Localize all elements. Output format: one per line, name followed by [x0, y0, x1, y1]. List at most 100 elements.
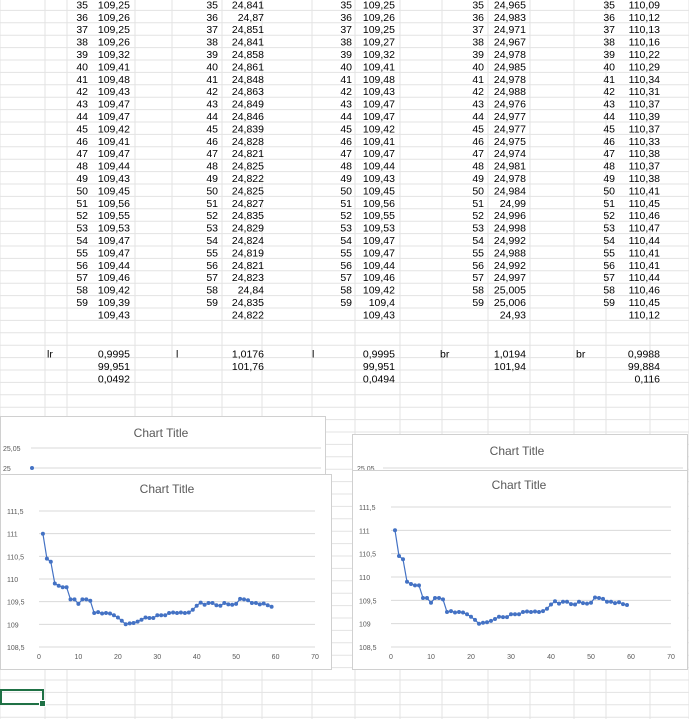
value-cell[interactable]: 109,41 [363, 136, 395, 148]
row-index-cell[interactable]: 38 [603, 37, 615, 49]
row-index-cell[interactable]: 37 [603, 24, 615, 36]
value-cell[interactable]: 25,005 [494, 285, 526, 297]
row-index-cell[interactable]: 43 [340, 99, 352, 111]
chart-title[interactable]: Chart Title [490, 444, 545, 458]
row-index-cell[interactable]: 54 [340, 235, 352, 247]
value-cell[interactable]: 109,47 [98, 111, 130, 123]
value-cell[interactable]: 109,42 [98, 123, 130, 135]
row-index-cell[interactable]: 38 [340, 37, 352, 49]
stat-cell[interactable]: 0,116 [635, 373, 661, 385]
row-index-cell[interactable]: 35 [603, 0, 615, 11]
row-index-cell[interactable]: 48 [76, 161, 88, 173]
value-cell[interactable]: 109,47 [98, 148, 130, 160]
row-index-cell[interactable]: 40 [206, 61, 218, 73]
average-cell[interactable]: 24,822 [232, 309, 264, 321]
average-cell[interactable]: 109,43 [363, 309, 395, 321]
row-index-cell[interactable]: 53 [603, 223, 615, 235]
row-index-cell[interactable]: 41 [603, 74, 615, 86]
value-cell[interactable]: 109,56 [363, 198, 395, 210]
row-index-cell[interactable]: 40 [340, 61, 352, 73]
value-cell[interactable]: 109,56 [98, 198, 130, 210]
row-index-cell[interactable]: 59 [603, 297, 615, 309]
chart-back-left[interactable]: Chart Title 25,05 25 [0, 416, 326, 476]
value-cell[interactable]: 110,37 [629, 161, 660, 173]
value-cell[interactable]: 24,851 [232, 24, 264, 36]
row-index-cell[interactable]: 54 [206, 235, 218, 247]
value-cell[interactable]: 24,822 [232, 173, 264, 185]
row-index-cell[interactable]: 52 [603, 210, 615, 222]
row-index-cell[interactable]: 39 [472, 49, 484, 61]
value-cell[interactable]: 24,863 [232, 86, 264, 98]
row-index-cell[interactable]: 59 [472, 297, 484, 309]
row-index-cell[interactable]: 47 [206, 148, 218, 160]
value-cell[interactable]: 109,43 [363, 173, 395, 185]
average-cell[interactable]: 24,93 [500, 309, 526, 321]
row-index-cell[interactable]: 41 [340, 74, 352, 86]
label-cell[interactable]: br [576, 349, 586, 361]
value-cell[interactable]: 24,841 [232, 37, 264, 49]
label-cell[interactable]: l [312, 349, 314, 361]
value-cell[interactable]: 24,992 [494, 235, 526, 247]
value-cell[interactable]: 24,849 [232, 99, 264, 111]
value-cell[interactable]: 24,828 [232, 136, 264, 148]
stat-cell[interactable]: 0,9988 [628, 349, 660, 361]
value-cell[interactable]: 109,44 [98, 161, 130, 173]
value-cell[interactable]: 109,47 [98, 247, 130, 259]
row-index-cell[interactable]: 50 [206, 185, 218, 197]
row-index-cell[interactable]: 57 [206, 272, 218, 284]
value-cell[interactable]: 24,821 [232, 148, 264, 160]
value-cell[interactable]: 109,48 [363, 74, 395, 86]
chart-title[interactable]: Chart Title [134, 426, 189, 440]
stat-cell[interactable]: 101,94 [494, 361, 526, 373]
value-cell[interactable]: 109,25 [98, 0, 130, 11]
row-index-cell[interactable]: 53 [340, 223, 352, 235]
value-cell[interactable]: 109,25 [98, 24, 130, 36]
row-index-cell[interactable]: 57 [472, 272, 484, 284]
average-cell[interactable]: 110,12 [629, 309, 660, 321]
value-cell[interactable]: 109,26 [98, 37, 130, 49]
value-cell[interactable]: 109,45 [363, 185, 395, 197]
value-cell[interactable]: 109,4 [369, 297, 395, 309]
stat-cell[interactable]: 0,0492 [98, 373, 130, 385]
value-cell[interactable]: 24,827 [232, 198, 264, 210]
row-index-cell[interactable]: 45 [206, 123, 218, 135]
value-cell[interactable]: 110,12 [629, 12, 660, 24]
value-cell[interactable]: 24,87 [238, 12, 264, 24]
row-index-cell[interactable]: 36 [340, 12, 352, 24]
row-index-cell[interactable]: 59 [76, 297, 88, 309]
row-index-cell[interactable]: 39 [603, 49, 615, 61]
row-index-cell[interactable]: 57 [340, 272, 352, 284]
value-cell[interactable]: 109,55 [98, 210, 130, 222]
value-cell[interactable]: 24,984 [494, 185, 526, 197]
row-index-cell[interactable]: 57 [76, 272, 88, 284]
value-cell[interactable]: 110,41 [629, 185, 660, 197]
value-cell[interactable]: 110,37 [629, 123, 660, 135]
value-cell[interactable]: 110,38 [629, 173, 660, 185]
row-index-cell[interactable]: 36 [603, 12, 615, 24]
value-cell[interactable]: 24,978 [494, 49, 526, 61]
stat-cell[interactable]: 0,0494 [363, 373, 395, 385]
row-index-cell[interactable]: 44 [603, 111, 615, 123]
value-cell[interactable]: 109,53 [98, 223, 130, 235]
value-cell[interactable]: 24,967 [494, 37, 526, 49]
row-index-cell[interactable]: 37 [340, 24, 352, 36]
row-index-cell[interactable]: 59 [206, 297, 218, 309]
row-index-cell[interactable]: 48 [340, 161, 352, 173]
value-cell[interactable]: 109,41 [363, 61, 395, 73]
row-index-cell[interactable]: 36 [472, 12, 484, 24]
row-index-cell[interactable]: 43 [76, 99, 88, 111]
value-cell[interactable]: 110,46 [629, 210, 660, 222]
row-index-cell[interactable]: 37 [76, 24, 88, 36]
row-index-cell[interactable]: 55 [603, 247, 615, 259]
row-index-cell[interactable]: 58 [340, 285, 352, 297]
row-index-cell[interactable]: 44 [206, 111, 218, 123]
row-index-cell[interactable]: 42 [206, 86, 218, 98]
value-cell[interactable]: 109,41 [98, 136, 130, 148]
value-cell[interactable]: 24,825 [232, 161, 264, 173]
row-index-cell[interactable]: 51 [206, 198, 218, 210]
value-cell[interactable]: 24,99 [500, 198, 526, 210]
value-cell[interactable]: 109,32 [363, 49, 395, 61]
row-index-cell[interactable]: 46 [472, 136, 484, 148]
value-cell[interactable]: 109,42 [98, 285, 130, 297]
value-cell[interactable]: 24,997 [494, 272, 526, 284]
